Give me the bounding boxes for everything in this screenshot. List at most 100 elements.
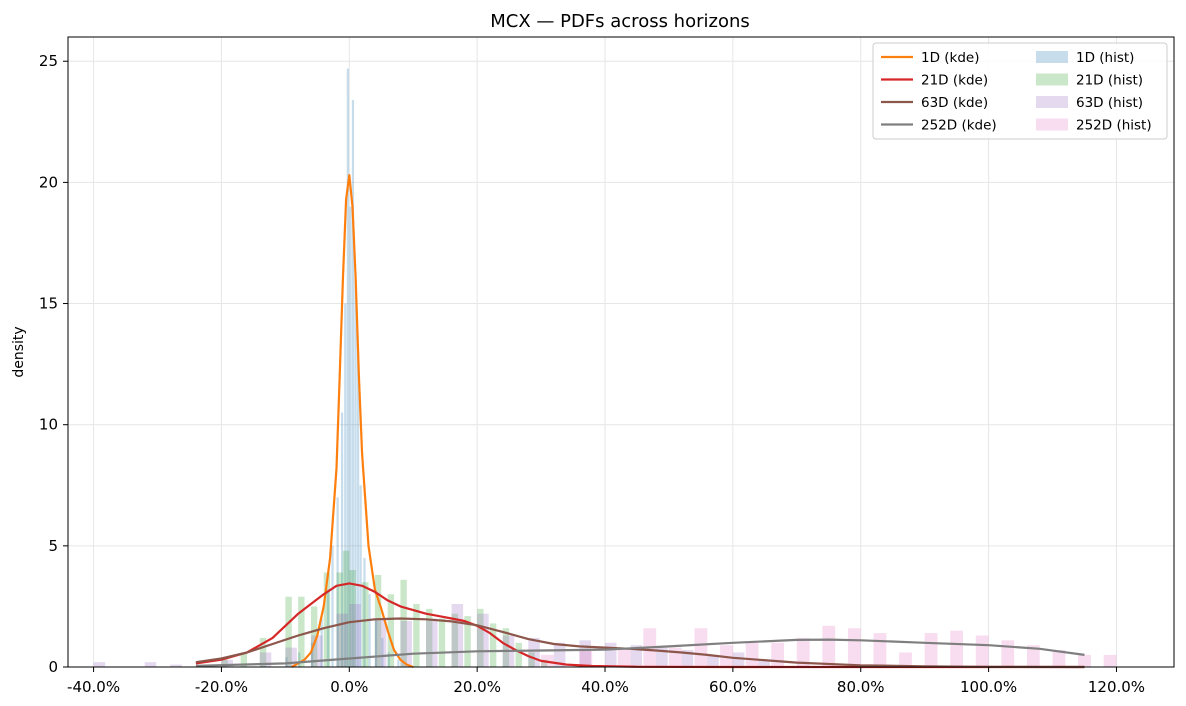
hist-1d-hist- bbox=[285, 68, 400, 667]
legend-label: 1D (kde) bbox=[921, 50, 980, 66]
x-tick-label: 40.0% bbox=[581, 678, 629, 696]
hist-bar bbox=[144, 662, 157, 667]
hist-bar bbox=[344, 303, 347, 667]
hist-bar bbox=[464, 616, 471, 667]
x-tick-label: 80.0% bbox=[837, 678, 885, 696]
hist-bar bbox=[221, 659, 233, 667]
x-tick-label: 100.0% bbox=[960, 678, 1017, 696]
hist-bar bbox=[387, 652, 390, 667]
legend-swatch-patch bbox=[1036, 96, 1068, 108]
hist-bar bbox=[93, 662, 106, 667]
y-tick-label: 20 bbox=[39, 173, 58, 191]
legend-label: 63D (kde) bbox=[921, 95, 988, 111]
hist-bar bbox=[340, 412, 344, 667]
hist-bar bbox=[346, 68, 349, 667]
hist-bar bbox=[285, 647, 297, 667]
hist-bar bbox=[630, 645, 643, 667]
x-tick-label: -20.0% bbox=[195, 678, 248, 696]
hist-bar bbox=[362, 582, 369, 667]
x-tick-label: 20.0% bbox=[453, 678, 501, 696]
hist-bar bbox=[668, 647, 682, 667]
kde-line-252d-kde- bbox=[195, 638, 1085, 667]
hist-bar bbox=[515, 642, 522, 667]
hist-bar bbox=[553, 642, 566, 667]
hist-bar bbox=[354, 279, 357, 667]
hist-bar bbox=[400, 620, 412, 667]
legend-label: 63D (hist) bbox=[1076, 95, 1143, 111]
hist-bar bbox=[771, 642, 785, 667]
hist-bar bbox=[310, 635, 323, 667]
legend-label: 21D (hist) bbox=[1076, 73, 1143, 89]
hist-bar bbox=[387, 594, 395, 667]
hist-bar bbox=[489, 623, 497, 667]
hist-bar bbox=[221, 659, 228, 667]
hist-bar bbox=[336, 613, 349, 667]
hist-bar bbox=[681, 650, 694, 667]
hist-bar bbox=[975, 635, 989, 667]
hist-bar bbox=[707, 654, 719, 667]
hist-bar bbox=[924, 633, 938, 667]
hist-bar bbox=[1103, 654, 1117, 667]
hist-bar bbox=[579, 640, 591, 667]
hist-bar bbox=[758, 659, 770, 667]
hist-bar bbox=[285, 596, 292, 667]
chart-title: MCX — PDFs across horizons bbox=[490, 11, 750, 32]
hist-bar bbox=[400, 579, 407, 667]
hist-bar bbox=[477, 608, 484, 667]
hist-bar bbox=[605, 642, 617, 667]
kde-line-21d-kde- bbox=[195, 582, 1085, 669]
hist-bar bbox=[240, 652, 248, 667]
hist-bar bbox=[374, 618, 378, 667]
hist-bar bbox=[349, 604, 361, 667]
hist-bar bbox=[413, 604, 420, 667]
plot-frame bbox=[67, 36, 1175, 668]
kde-lines bbox=[195, 174, 1085, 669]
hist-bar bbox=[298, 596, 305, 667]
hist-bar bbox=[356, 352, 360, 667]
hist-bar bbox=[298, 652, 301, 667]
x-tick-label: 60.0% bbox=[709, 678, 757, 696]
hist-bar bbox=[320, 618, 323, 667]
x-tick-label: 120.0% bbox=[1088, 678, 1145, 696]
hist-21d-hist- bbox=[221, 550, 548, 667]
legend-label: 1D (hist) bbox=[1076, 50, 1134, 66]
hist-bar bbox=[451, 604, 464, 667]
hist-bar bbox=[745, 642, 759, 667]
hist-bar bbox=[873, 633, 887, 667]
legend-swatch-patch bbox=[1036, 73, 1068, 86]
x-tick-label: 0.0% bbox=[330, 678, 368, 696]
hist-bar bbox=[349, 570, 356, 667]
histograms bbox=[93, 68, 1117, 667]
hist-bar bbox=[502, 628, 510, 667]
hist-bar bbox=[694, 628, 708, 667]
hist-bar bbox=[451, 613, 458, 667]
hist-bar bbox=[528, 637, 540, 667]
hist-bar bbox=[796, 637, 810, 667]
legend-label: 252D (hist) bbox=[1076, 118, 1152, 134]
hist-bar bbox=[259, 652, 272, 667]
hist-bar bbox=[426, 618, 438, 667]
hist-bar bbox=[285, 657, 288, 667]
hist-bar bbox=[397, 659, 400, 667]
hist-bar bbox=[342, 550, 350, 667]
hist-bar bbox=[351, 100, 355, 667]
hist-bar bbox=[349, 206, 352, 667]
hist-bar bbox=[732, 652, 745, 667]
hist-bar bbox=[359, 485, 362, 667]
y-tick-label: 5 bbox=[48, 537, 58, 555]
x-tick-label: -40.0% bbox=[67, 678, 120, 696]
hist-bar bbox=[822, 625, 836, 667]
hist-bar bbox=[259, 637, 267, 667]
hist-bar bbox=[1026, 645, 1040, 667]
hist-63d-hist- bbox=[93, 604, 770, 667]
hist-bar bbox=[170, 664, 182, 667]
hist-bar bbox=[363, 557, 366, 667]
hist-bar bbox=[323, 572, 331, 667]
hist-bar bbox=[477, 613, 489, 667]
hist-bar bbox=[899, 652, 912, 667]
hist-bar bbox=[541, 659, 548, 667]
legend: 1D (kde) 21D (kde) 63D (kde) 252D (kde) 1D (… bbox=[872, 42, 1168, 140]
hist-bar bbox=[381, 637, 384, 667]
y-tick-label: 0 bbox=[48, 658, 58, 676]
y-tick-label: 15 bbox=[39, 295, 58, 313]
